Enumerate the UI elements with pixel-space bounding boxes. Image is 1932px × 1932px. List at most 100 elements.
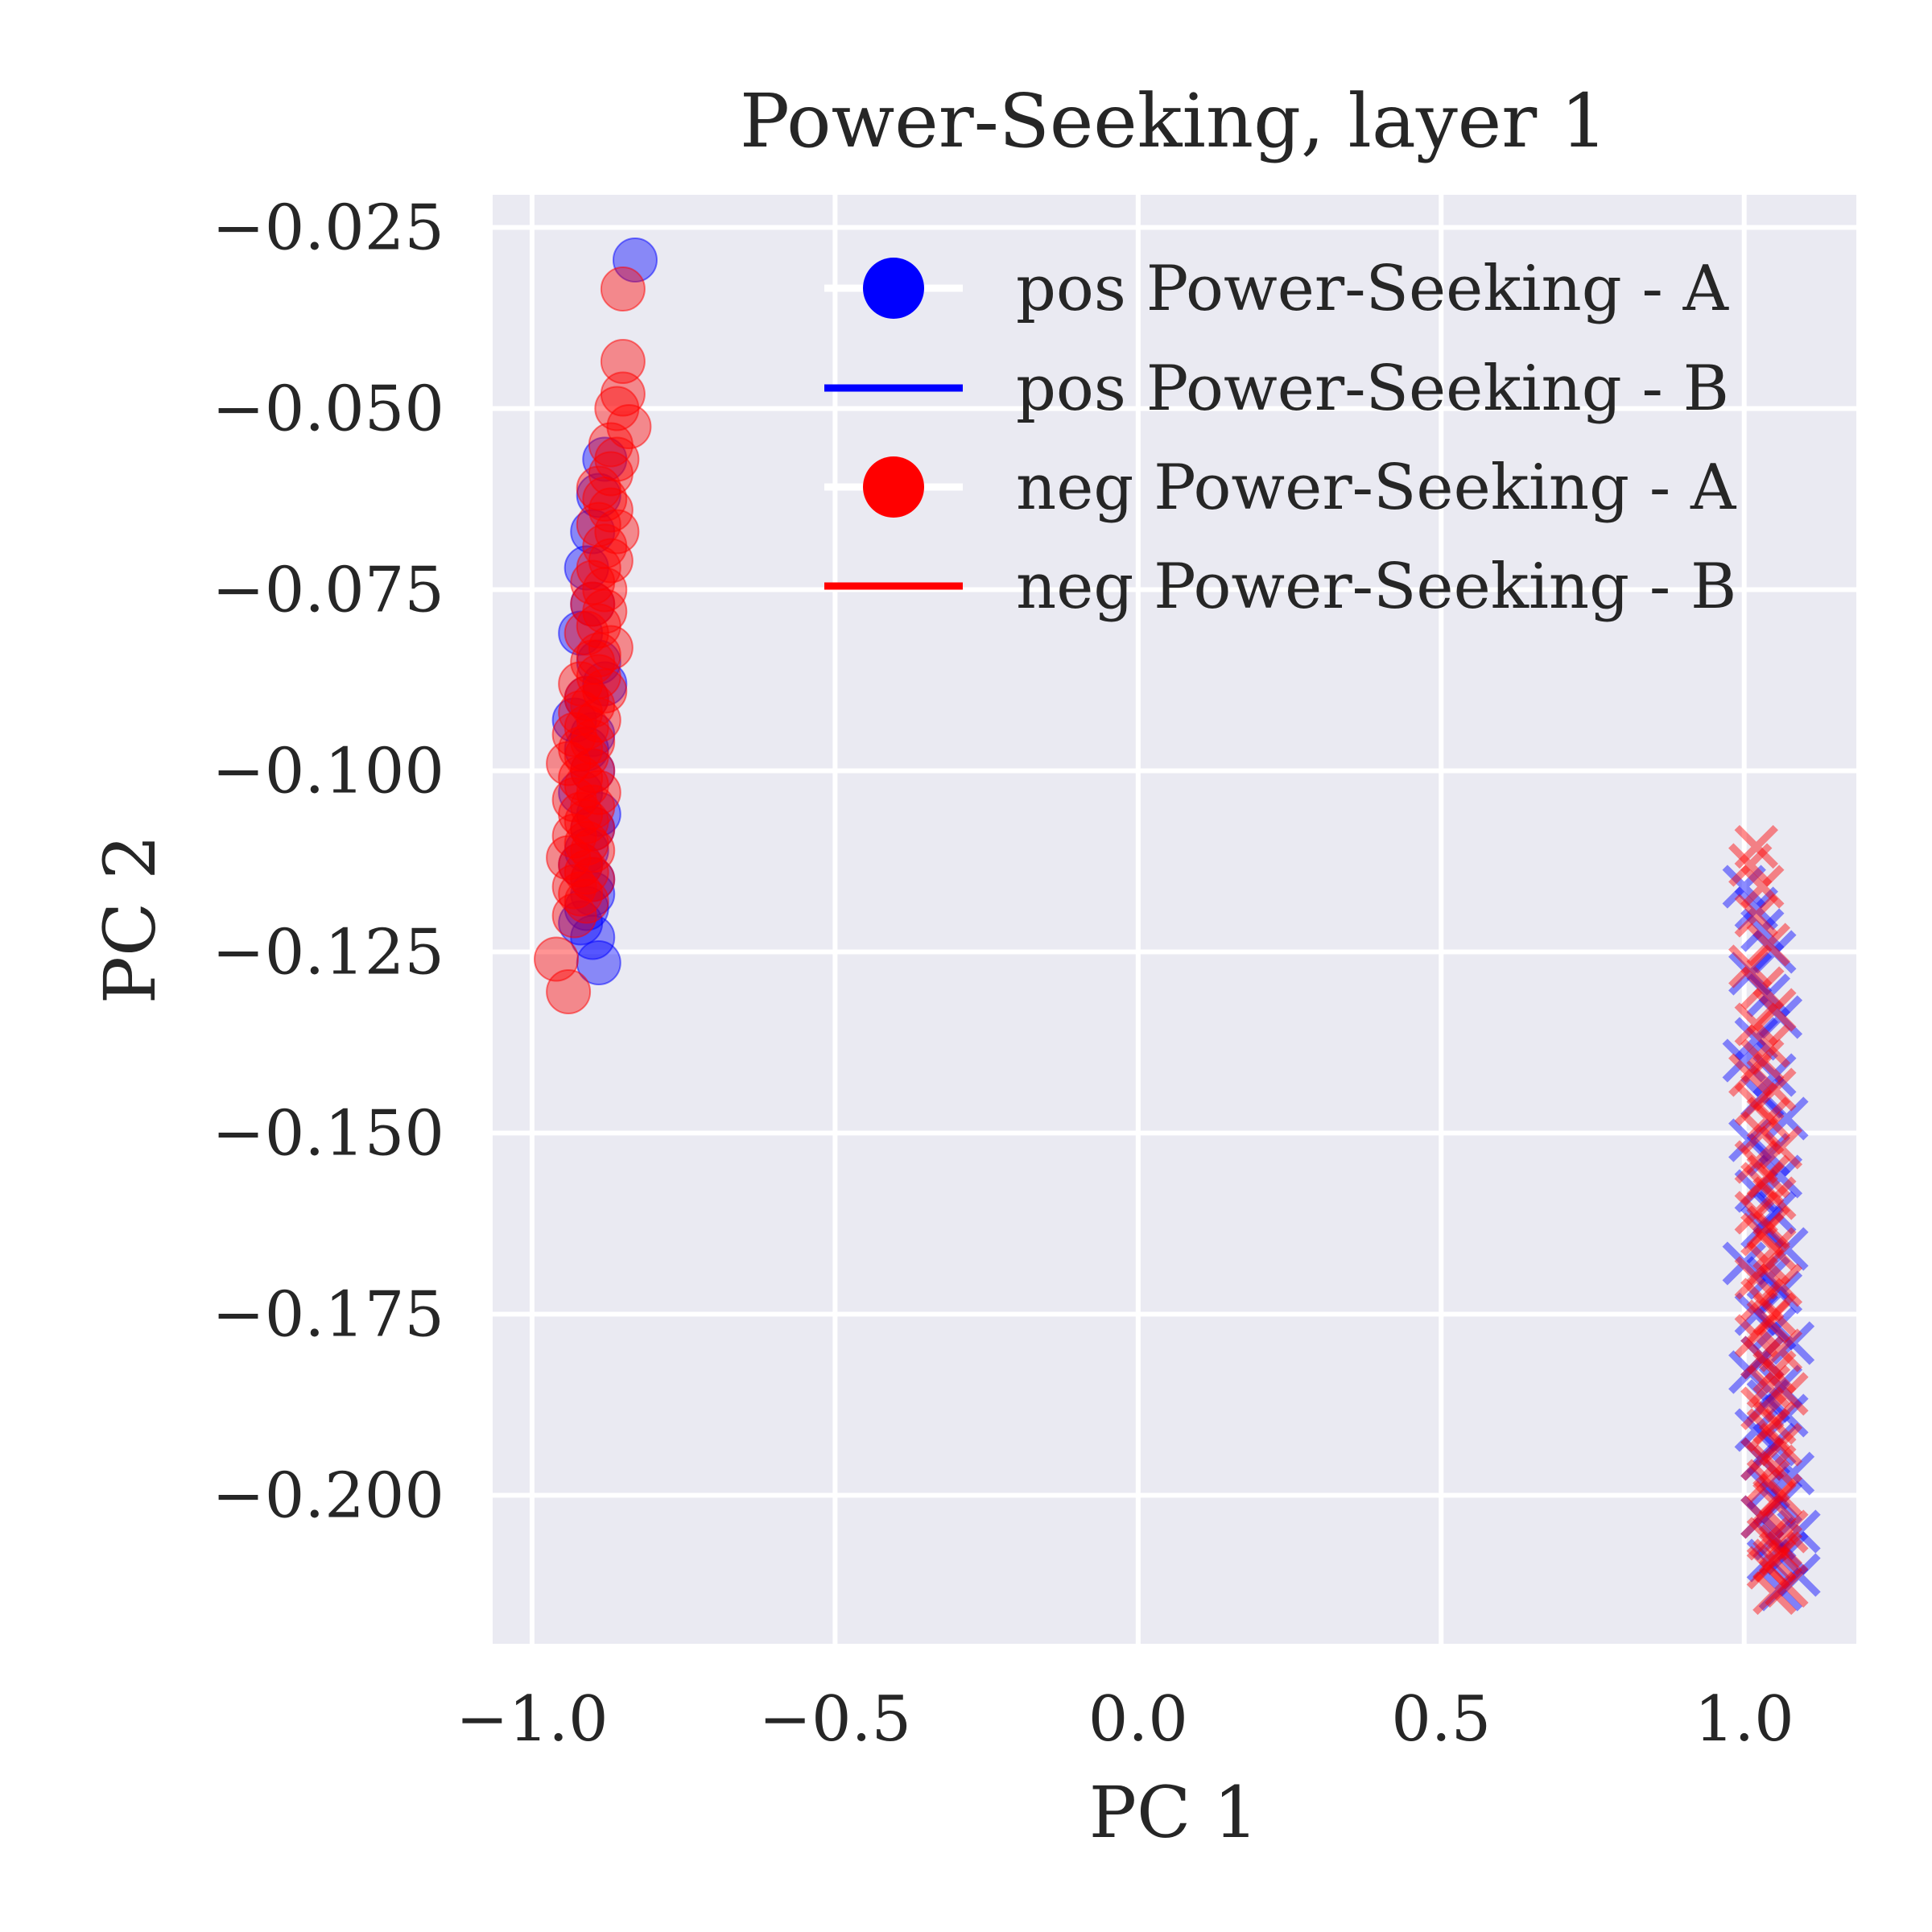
data-point xyxy=(570,857,616,902)
data-point xyxy=(1728,944,1773,989)
grid-lines xyxy=(493,195,1856,1644)
data-point xyxy=(1752,930,1797,974)
data-point xyxy=(1740,966,1785,1010)
x-tick-label: 0.0 xyxy=(1088,1683,1188,1756)
data-point xyxy=(576,697,621,743)
data-point xyxy=(1728,952,1773,996)
data-point xyxy=(1758,1524,1803,1568)
data-point xyxy=(1746,1133,1791,1177)
data-point xyxy=(1740,1212,1785,1257)
data-point xyxy=(1746,973,1791,1018)
data-point xyxy=(600,339,646,384)
data-point xyxy=(1746,1538,1791,1583)
x-tick-label: −1.0 xyxy=(456,1683,608,1756)
plot-area xyxy=(493,195,1856,1644)
data-point xyxy=(1752,1176,1797,1220)
data-point xyxy=(1765,1509,1809,1554)
data-point xyxy=(1752,1191,1797,1235)
y-axis-label: PC 2 xyxy=(89,835,171,1005)
data-point xyxy=(1746,1096,1791,1141)
data-point xyxy=(1746,1241,1791,1286)
data-point xyxy=(1752,1538,1797,1583)
legend-marker xyxy=(863,258,924,319)
data-point xyxy=(558,871,604,917)
data-point xyxy=(1746,1299,1791,1344)
data-point xyxy=(1746,1205,1791,1249)
data-point xyxy=(1746,1546,1791,1590)
data-point xyxy=(564,610,609,656)
data-point xyxy=(1758,1567,1803,1612)
y-tick-label: −0.150 xyxy=(212,1098,444,1170)
y-tick-label: −0.075 xyxy=(212,555,444,627)
data-point xyxy=(1752,1053,1797,1097)
data-point xyxy=(1728,1053,1773,1097)
x-axis-label: PC 1 xyxy=(1089,1771,1259,1854)
x-tick-label: −0.5 xyxy=(759,1683,911,1756)
data-point xyxy=(551,813,597,859)
data-point xyxy=(1740,1335,1785,1380)
data-point xyxy=(1728,1350,1773,1394)
data-point xyxy=(1734,1292,1778,1336)
data-point xyxy=(1758,1531,1803,1575)
data-point xyxy=(1758,1328,1803,1373)
data-point xyxy=(1746,923,1791,967)
y-tick-label: −0.025 xyxy=(212,192,444,265)
data-point xyxy=(1746,1154,1791,1199)
data-point xyxy=(1765,1227,1809,1271)
data-point xyxy=(1770,1321,1815,1365)
y-tick-label: −0.125 xyxy=(212,917,444,989)
data-point xyxy=(558,791,604,837)
data-point xyxy=(1734,1314,1778,1358)
data-point xyxy=(1734,824,1778,869)
data-point xyxy=(1752,1444,1797,1488)
data-point xyxy=(600,266,646,312)
y-tick-label: −0.050 xyxy=(212,374,444,446)
data-point xyxy=(1746,1517,1791,1561)
data-point xyxy=(1765,1372,1809,1416)
data-point xyxy=(1746,1256,1791,1300)
data-point xyxy=(1722,1241,1766,1286)
data-point xyxy=(570,581,616,627)
data-point xyxy=(1746,1024,1791,1068)
data-point xyxy=(1765,1096,1809,1141)
data-point xyxy=(1740,1278,1785,1322)
data-point xyxy=(1734,1002,1778,1046)
data-point xyxy=(1734,1140,1778,1184)
data-point xyxy=(1770,1451,1815,1496)
data-point xyxy=(1746,1379,1791,1423)
chart-title: Power-Seeking, layer 1 xyxy=(740,78,1608,164)
data-point xyxy=(564,878,609,924)
legend-marker xyxy=(863,456,924,518)
data-point xyxy=(1758,1422,1803,1467)
data-point xyxy=(1728,843,1773,887)
data-point xyxy=(1777,1553,1821,1597)
data-point xyxy=(1752,1571,1797,1616)
data-point xyxy=(1752,1227,1797,1271)
data-point xyxy=(1758,1125,1803,1170)
data-point xyxy=(1734,894,1778,938)
data-point xyxy=(1734,1169,1778,1213)
data-point xyxy=(564,762,609,808)
data-point xyxy=(551,893,597,939)
x-tick-label: 0.5 xyxy=(1391,1683,1491,1756)
data-point xyxy=(1740,1386,1785,1430)
data-point xyxy=(1765,1531,1809,1575)
y-tick-label: −0.175 xyxy=(212,1279,444,1352)
data-point xyxy=(1722,865,1766,909)
data-point xyxy=(1740,1038,1785,1083)
y-tick-label: −0.200 xyxy=(212,1460,444,1533)
data-point xyxy=(1734,1191,1778,1235)
data-point xyxy=(1746,1466,1791,1510)
data-point xyxy=(1752,1350,1797,1394)
data-point xyxy=(1752,1292,1797,1336)
data-point xyxy=(1740,1075,1785,1119)
data-point xyxy=(1752,1401,1797,1445)
data-point xyxy=(1752,1480,1797,1525)
data-point xyxy=(1758,1270,1803,1315)
data-point xyxy=(1758,1473,1803,1517)
data-point xyxy=(1746,1408,1791,1452)
data-point xyxy=(1746,1459,1791,1503)
data-point xyxy=(1722,1038,1766,1083)
data-point xyxy=(1740,1495,1785,1539)
